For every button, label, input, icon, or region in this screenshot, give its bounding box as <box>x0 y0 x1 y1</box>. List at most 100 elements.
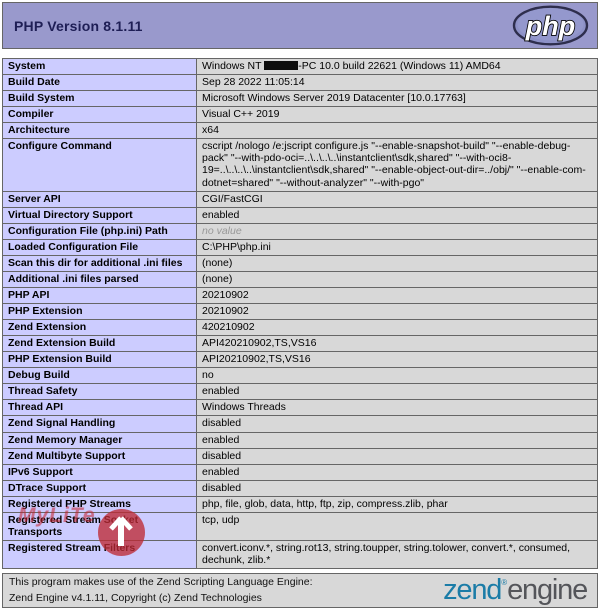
row-label: IPv6 Support <box>2 463 197 481</box>
zend-logo-word-engine: engine <box>507 574 588 607</box>
row-label: Compiler <box>2 106 197 124</box>
table-row: Configure Command cscript /nologo /e:jsc… <box>2 138 598 192</box>
zend-footer: This program makes use of the Zend Scrip… <box>2 573 598 609</box>
row-value: x64 <box>196 122 598 140</box>
row-label: Thread API <box>2 399 197 417</box>
table-row: Zend Multibyte Support disabled <box>2 447 598 465</box>
system-value-suffix: -PC 10.0 build 22621 (Windows 11) AMD64 <box>298 60 501 72</box>
table-row: Additional .ini files parsed (none) <box>2 270 598 288</box>
svg-text:php: php <box>525 11 575 41</box>
row-value: 420210902 <box>196 319 598 337</box>
phpinfo-header: PHP Version 8.1.11 php <box>2 2 598 49</box>
row-label: Architecture <box>2 122 197 140</box>
table-row: Zend Extension 420210902 <box>2 319 598 337</box>
row-label: Zend Extension Build <box>2 335 197 353</box>
table-row: Build Date Sep 28 2022 11:05:14 <box>2 74 598 92</box>
row-label: Zend Signal Handling <box>2 415 197 433</box>
table-row: Zend Extension Build API420210902,TS,VS1… <box>2 335 598 353</box>
table-row: Thread Safety enabled <box>2 383 598 401</box>
no-value-text: no value <box>202 224 242 237</box>
zend-license-line2: Zend Engine v4.1.11, Copyright (c) Zend … <box>9 591 262 604</box>
zend-license-line1: This program makes use of the Zend Scrip… <box>9 576 313 589</box>
row-value: (none) <box>196 254 598 272</box>
table-row: Registered Stream Filters convert.iconv.… <box>2 539 598 570</box>
table-row: PHP Extension 20210902 <box>2 302 598 321</box>
table-row: Server API CGI/FastCGI <box>2 190 598 208</box>
row-value: Microsoft Windows Server 2019 Datacenter… <box>196 90 598 108</box>
row-value: no <box>196 367 598 385</box>
row-value: Windows NT -PC 10.0 build 22621 (Windows… <box>196 57 598 76</box>
row-label: Configuration File (php.ini) Path <box>2 222 197 240</box>
row-label: Thread Safety <box>2 383 197 401</box>
zend-logo-word-zend: zend <box>443 574 502 607</box>
table-row: Virtual Directory Support enabled <box>2 206 598 224</box>
row-value: disabled <box>196 447 598 465</box>
table-row: Registered Stream Socket Transports tcp,… <box>2 511 598 541</box>
row-label: Zend Memory Manager <box>2 431 197 449</box>
table-row: DTrace Support disabled <box>2 479 598 497</box>
table-row: Zend Signal Handling disabled <box>2 415 598 433</box>
table-row: Compiler Visual C++ 2019 <box>2 106 598 124</box>
page-title: PHP Version 8.1.11 <box>14 17 143 34</box>
row-value: enabled <box>196 383 598 401</box>
row-value: 20210902 <box>196 286 598 305</box>
row-value: API420210902,TS,VS16 <box>196 335 598 353</box>
row-value: enabled <box>196 463 598 481</box>
row-label: Zend Extension <box>2 319 197 337</box>
row-value: cscript /nologo /e:jscript configure.js … <box>196 138 598 192</box>
table-row: System Windows NT -PC 10.0 build 22621 (… <box>2 57 598 76</box>
row-value: CGI/FastCGI <box>196 190 598 208</box>
php-info-table: System Windows NT -PC 10.0 build 22621 (… <box>2 57 598 570</box>
table-row: Configuration File (php.ini) Path no val… <box>2 222 598 240</box>
table-row: PHP API 20210902 <box>2 286 598 305</box>
row-label: Registered PHP Streams <box>2 495 197 513</box>
row-value: disabled <box>196 479 598 497</box>
row-value: (none) <box>196 270 598 288</box>
row-label: Server API <box>2 190 197 208</box>
row-label: PHP Extension <box>2 302 197 321</box>
php-logo-icon: php <box>512 5 589 46</box>
row-value: Windows Threads <box>196 399 598 417</box>
row-label: Additional .ini files parsed <box>2 270 197 288</box>
row-value: convert.iconv.*, string.rot13, string.to… <box>196 539 598 570</box>
row-label: PHP Extension Build <box>2 351 197 369</box>
row-value: Sep 28 2022 11:05:14 <box>196 74 598 92</box>
row-value: C:\PHP\php.ini <box>196 238 598 256</box>
table-row: IPv6 Support enabled <box>2 463 598 481</box>
row-label: Debug Build <box>2 367 197 385</box>
table-row: Build System Microsoft Windows Server 20… <box>2 90 598 108</box>
row-label: Registered Stream Socket Transports <box>2 511 197 541</box>
row-label: Scan this dir for additional .ini files <box>2 254 197 272</box>
row-label: Loaded Configuration File <box>2 238 197 256</box>
row-value: tcp, udp <box>196 511 598 541</box>
row-value: php, file, glob, data, http, ftp, zip, c… <box>196 495 598 513</box>
row-label: Build Date <box>2 74 197 92</box>
row-value: 20210902 <box>196 302 598 321</box>
row-value: no value <box>196 222 598 240</box>
redaction-box <box>264 60 299 70</box>
zend-license-text: This program makes use of the Zend Scrip… <box>9 575 313 605</box>
row-label: Registered Stream Filters <box>2 539 197 570</box>
row-label: System <box>2 57 197 76</box>
row-label: Zend Multibyte Support <box>2 447 197 465</box>
table-row: Registered PHP Streams php, file, glob, … <box>2 495 598 513</box>
row-value: Visual C++ 2019 <box>196 106 598 124</box>
row-value: enabled <box>196 206 598 224</box>
table-row: Zend Memory Manager enabled <box>2 431 598 449</box>
table-row: Scan this dir for additional .ini files … <box>2 254 598 272</box>
row-label: Build System <box>2 90 197 108</box>
row-value: disabled <box>196 415 598 433</box>
table-row: PHP Extension Build API20210902,TS,VS16 <box>2 351 598 369</box>
zend-engine-logo[interactable]: zend®engine <box>443 574 588 607</box>
row-label: DTrace Support <box>2 479 197 497</box>
row-value: API20210902,TS,VS16 <box>196 351 598 369</box>
row-label: Configure Command <box>2 138 197 192</box>
table-row: Architecture x64 <box>2 122 598 140</box>
row-label: PHP API <box>2 286 197 305</box>
system-value-prefix: Windows NT <box>202 60 265 72</box>
row-label: Virtual Directory Support <box>2 206 197 224</box>
row-value: enabled <box>196 431 598 449</box>
table-row: Loaded Configuration File C:\PHP\php.ini <box>2 238 598 256</box>
table-row: Thread API Windows Threads <box>2 399 598 417</box>
